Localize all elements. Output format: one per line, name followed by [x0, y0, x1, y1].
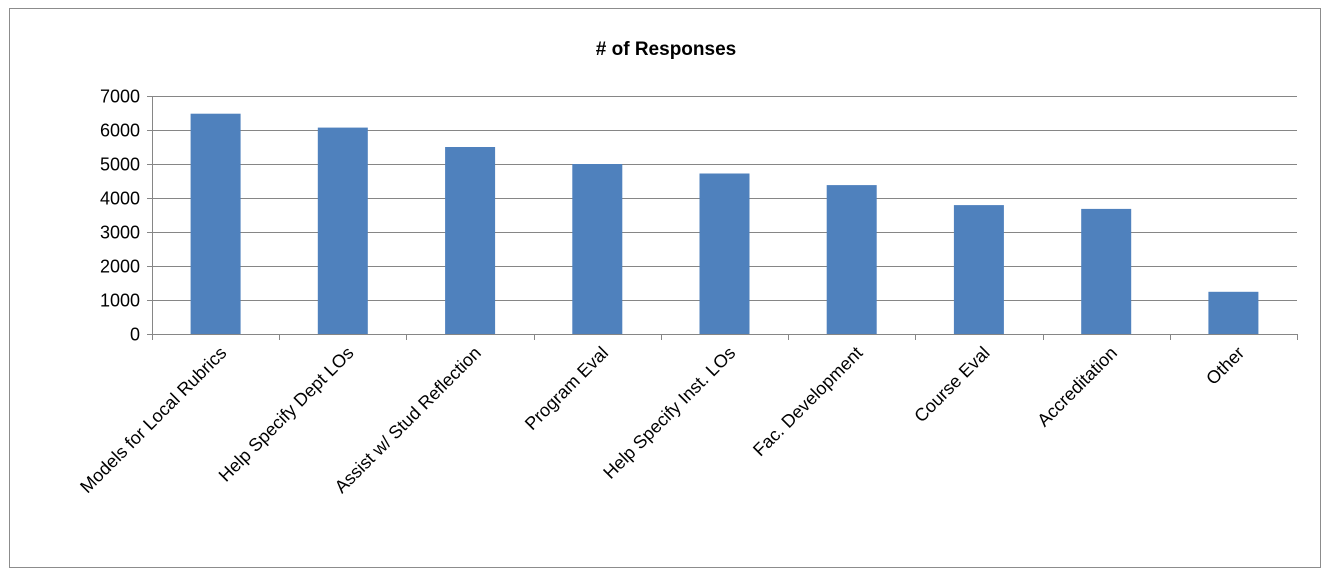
- bars: [190, 113, 1259, 334]
- bar: [190, 113, 241, 334]
- y-axis-tick-labels: 0 1000 2000 3000 4000 5000 6000 7000: [100, 87, 140, 345]
- bar: [953, 205, 1004, 334]
- bar: [1081, 208, 1132, 334]
- x-tick-label: Help Specify Dept LOs: [215, 343, 358, 486]
- x-tick-label: Other: [1202, 343, 1248, 389]
- bar: [1208, 291, 1259, 334]
- bar: [826, 185, 877, 334]
- y-tick-label: 0: [130, 325, 140, 345]
- x-tick-label: Assist w/ Stud Reflection: [331, 343, 485, 497]
- x-tick-label: Help Specify Inst. LOs: [599, 343, 739, 483]
- chart-title: # of Responses: [596, 39, 736, 60]
- axes: [152, 96, 1298, 340]
- bar: [317, 127, 368, 334]
- bar: [572, 164, 623, 334]
- bar: [699, 173, 750, 334]
- y-tick-label: 3000: [100, 223, 140, 243]
- x-tick-label: Course Eval: [910, 343, 993, 426]
- y-tick-label: 1000: [100, 291, 140, 311]
- x-tick-label: Models for Local Rubrics: [76, 343, 230, 497]
- x-tick-label: Fac. Development: [749, 343, 866, 460]
- y-tick-label: 7000: [100, 87, 140, 107]
- y-tick-label: 6000: [100, 121, 140, 141]
- y-tick-label: 2000: [100, 257, 140, 277]
- bar: [445, 147, 496, 334]
- x-tick-label: Accreditation: [1033, 343, 1121, 431]
- y-tick-label: 5000: [100, 155, 140, 175]
- chart-frame: # of Responses 0 1000 2000 3000 4000 5000 6000…: [9, 8, 1321, 568]
- y-tick-label: 4000: [100, 189, 140, 209]
- bar-chart: # of Responses 0 1000 2000 3000 4000 5000 6000…: [76, 39, 1298, 497]
- x-tick-label: Program Eval: [521, 343, 612, 434]
